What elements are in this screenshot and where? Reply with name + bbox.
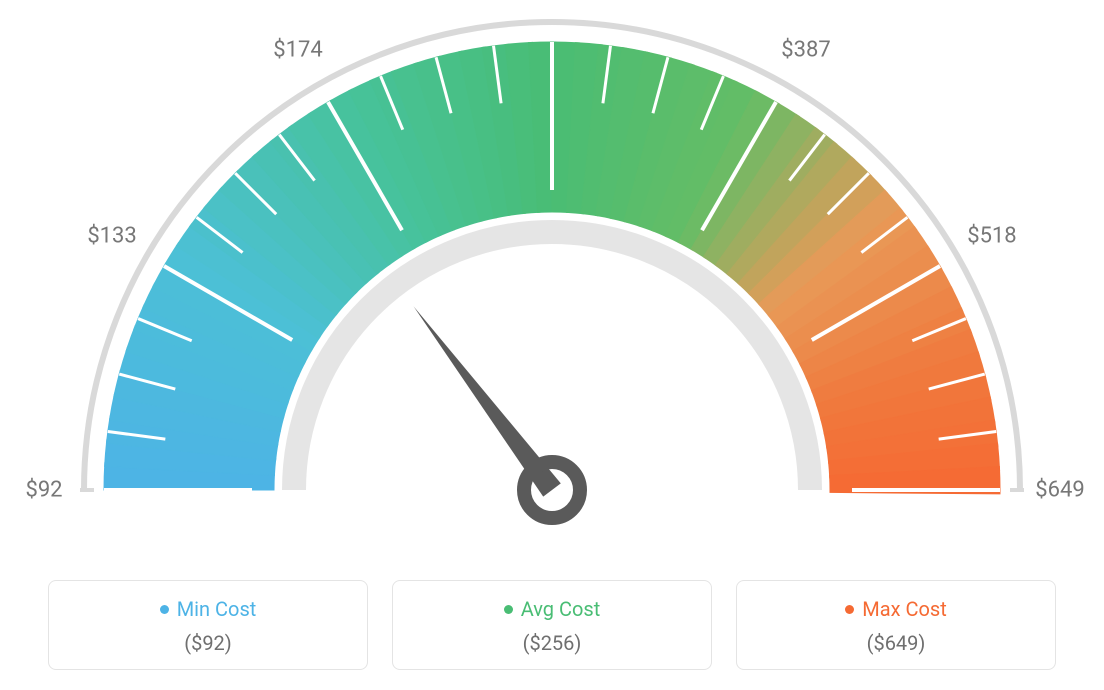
legend-title-max: Max Cost (845, 597, 947, 621)
legend-title-text: Min Cost (177, 597, 257, 621)
legend-value-max: ($649) (737, 631, 1055, 655)
legend-card-max: Max Cost ($649) (736, 580, 1056, 670)
gauge-svg (0, 0, 1104, 560)
legend-title-avg: Avg Cost (504, 597, 601, 621)
dot-icon (845, 605, 854, 614)
gauge-scale-label: $387 (781, 38, 830, 63)
gauge-scale-label: $649 (1035, 478, 1084, 503)
legend-card-min: Min Cost ($92) (48, 580, 368, 670)
legend-title-text: Max Cost (862, 597, 947, 621)
legend-value-avg: ($256) (393, 631, 711, 655)
dot-icon (160, 605, 169, 614)
legend-title-min: Min Cost (160, 597, 257, 621)
gauge-scale-label: $174 (273, 38, 322, 63)
gauge-scale-label: $518 (967, 224, 1016, 249)
legend-card-avg: Avg Cost ($256) (392, 580, 712, 670)
legend-value-min: ($92) (49, 631, 367, 655)
legend-row: Min Cost ($92) Avg Cost ($256) Max Cost … (0, 580, 1104, 670)
dot-icon (504, 605, 513, 614)
cost-gauge: $92$133$174$256$387$518$649 (0, 0, 1104, 560)
legend-title-text: Avg Cost (521, 597, 601, 621)
gauge-scale-label: $133 (87, 224, 136, 249)
gauge-scale-label: $92 (25, 478, 62, 503)
